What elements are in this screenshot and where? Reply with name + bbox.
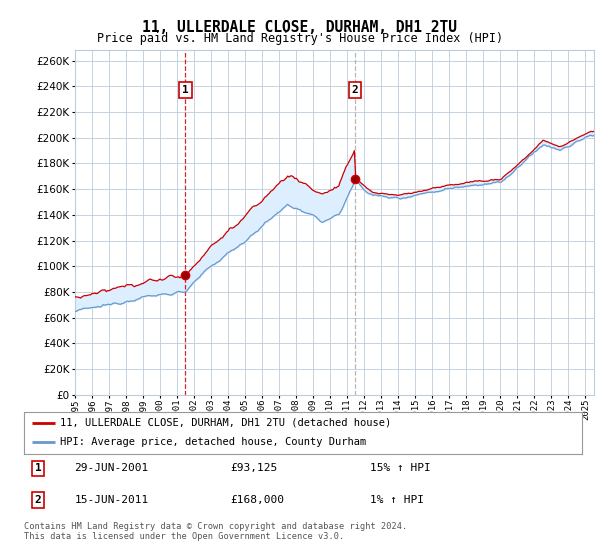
Text: 11, ULLERDALE CLOSE, DURHAM, DH1 2TU (detached house): 11, ULLERDALE CLOSE, DURHAM, DH1 2TU (de…: [60, 418, 392, 428]
Text: 2: 2: [352, 85, 358, 95]
Text: £93,125: £93,125: [230, 464, 278, 473]
Text: 1: 1: [35, 464, 41, 473]
Text: 1: 1: [182, 85, 189, 95]
Text: 2: 2: [35, 495, 41, 505]
Text: 15-JUN-2011: 15-JUN-2011: [74, 495, 148, 505]
Text: 29-JUN-2001: 29-JUN-2001: [74, 464, 148, 473]
Text: Price paid vs. HM Land Registry's House Price Index (HPI): Price paid vs. HM Land Registry's House …: [97, 32, 503, 45]
Text: £168,000: £168,000: [230, 495, 284, 505]
Text: 1% ↑ HPI: 1% ↑ HPI: [370, 495, 424, 505]
Text: 15% ↑ HPI: 15% ↑ HPI: [370, 464, 431, 473]
Text: HPI: Average price, detached house, County Durham: HPI: Average price, detached house, Coun…: [60, 437, 367, 447]
Text: 11, ULLERDALE CLOSE, DURHAM, DH1 2TU: 11, ULLERDALE CLOSE, DURHAM, DH1 2TU: [143, 20, 458, 35]
Text: Contains HM Land Registry data © Crown copyright and database right 2024.
This d: Contains HM Land Registry data © Crown c…: [24, 522, 407, 542]
